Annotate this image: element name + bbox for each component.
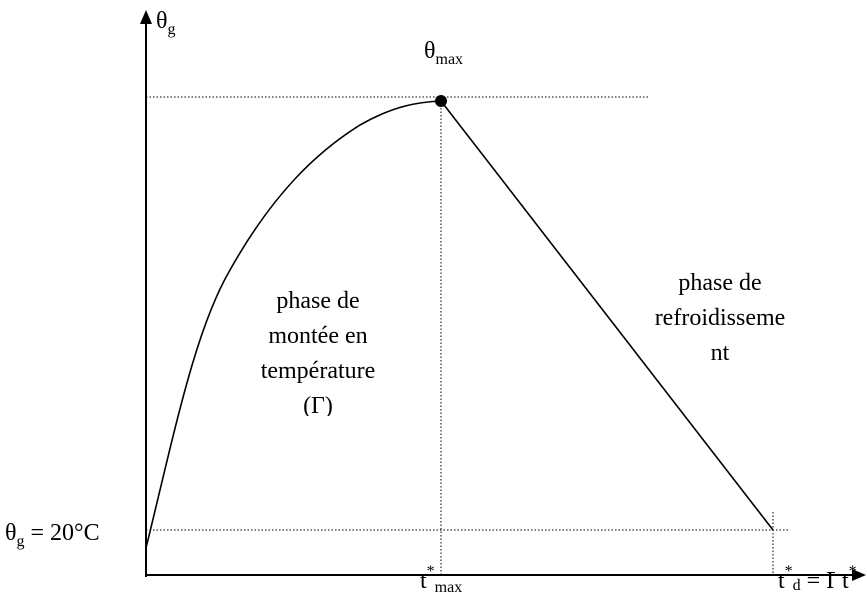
tmax-label: t*max <box>420 563 462 594</box>
phase-line: montée en <box>268 323 367 349</box>
baseline-label: θg = 20°C <box>5 520 100 550</box>
cooling-phase-label: phase de refroidisseme nt <box>655 270 786 366</box>
subscript: g <box>17 533 25 550</box>
heating-curve <box>145 100 442 549</box>
phase-line: nt <box>711 340 730 366</box>
subscript: g <box>168 21 176 38</box>
phase-line: phase de <box>276 288 359 314</box>
rest: = 20°C <box>25 520 100 546</box>
y-label: θg <box>156 8 176 38</box>
superscript: * <box>849 563 857 580</box>
phase-line: refroidisseme <box>655 305 786 331</box>
x-arrow <box>852 569 866 581</box>
phase-line: température <box>261 358 376 384</box>
symbol: t <box>842 568 849 594</box>
y-arrow <box>140 10 152 24</box>
symbol: θ <box>156 8 168 34</box>
symbol: t <box>420 568 427 594</box>
subscript: max <box>436 51 464 68</box>
subscript: max <box>435 579 463 594</box>
rest: = Γt <box>801 568 847 594</box>
symbol: θ <box>424 38 436 64</box>
phase-line: phase de <box>678 270 761 296</box>
symbol: t <box>778 568 785 594</box>
cooling-line <box>440 100 774 531</box>
heating-phase-label: phase de montée en température (Γ) <box>261 288 376 419</box>
x-label: t* <box>842 563 857 594</box>
peak-label: θmax <box>424 38 463 68</box>
peak-point <box>435 95 447 107</box>
superscript: * <box>427 563 435 580</box>
subscript: d <box>793 577 801 594</box>
symbol: θ <box>5 520 17 546</box>
td-label: t*d = Γtc <box>778 563 854 594</box>
superscript: * <box>785 563 793 580</box>
phase-line: (Γ) <box>303 393 333 419</box>
